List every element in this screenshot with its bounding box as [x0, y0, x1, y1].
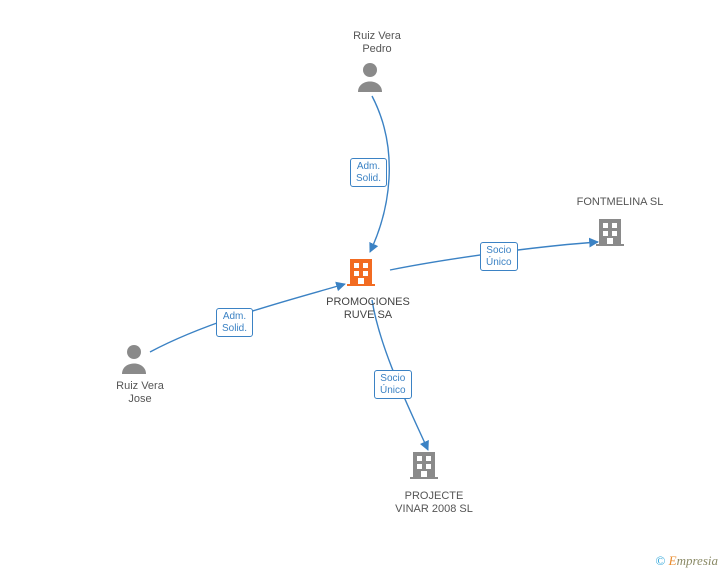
label-line: Pedro [362, 43, 391, 55]
edge-label-line: Solid. [222, 323, 247, 334]
edge-label-pedro-ruve: Adm. Solid. [350, 158, 387, 187]
label-line: PROMOCIONES [326, 296, 410, 308]
node-ruiz-vera-jose[interactable] [122, 345, 146, 374]
building-icon [410, 452, 438, 479]
brand-rest: mpresia [677, 553, 718, 568]
edge-label-ruve-fontmelina: Socio Único [480, 242, 518, 271]
label-line: Jose [128, 393, 151, 405]
edge-label-line: Solid. [356, 173, 381, 184]
label-ruiz-vera-jose: Ruiz Vera Jose [110, 380, 170, 406]
diagram-canvas [0, 0, 728, 575]
edge-label-line: Socio [380, 373, 405, 384]
copyright-symbol: © [656, 553, 666, 568]
edge-label-line: Único [380, 385, 406, 396]
edge-label-ruve-vinar: Socio Único [374, 370, 412, 399]
node-projecte-vinar[interactable] [410, 452, 438, 479]
edge-label-jose-ruve: Adm. Solid. [216, 308, 253, 337]
edge-label-line: Adm. [357, 161, 380, 172]
label-line: FONTMELINA SL [577, 196, 664, 208]
person-icon [122, 345, 146, 374]
node-ruiz-vera-pedro[interactable] [358, 63, 382, 92]
person-icon [358, 63, 382, 92]
label-line: Ruiz Vera [353, 30, 401, 42]
label-projecte-vinar: PROJECTE VINAR 2008 SL [384, 490, 484, 516]
edge-label-line: Socio [486, 245, 511, 256]
label-line: RUVE SA [344, 309, 392, 321]
label-line: VINAR 2008 SL [395, 503, 473, 515]
label-ruiz-vera-pedro: Ruiz Vera Pedro [347, 30, 407, 56]
edge-label-line: Único [486, 257, 512, 268]
node-fontmelina[interactable] [596, 219, 624, 246]
node-promociones-ruve[interactable] [347, 259, 375, 286]
building-icon [596, 219, 624, 246]
brand-first-letter: E [669, 553, 677, 568]
label-fontmelina: FONTMELINA SL [560, 196, 680, 209]
edge-label-line: Adm. [223, 311, 246, 322]
label-promociones-ruve: PROMOCIONES RUVE SA [318, 296, 418, 322]
label-line: PROJECTE [405, 490, 464, 502]
watermark: © Empresia [656, 553, 719, 569]
label-line: Ruiz Vera [116, 380, 164, 392]
building-icon [347, 259, 375, 286]
